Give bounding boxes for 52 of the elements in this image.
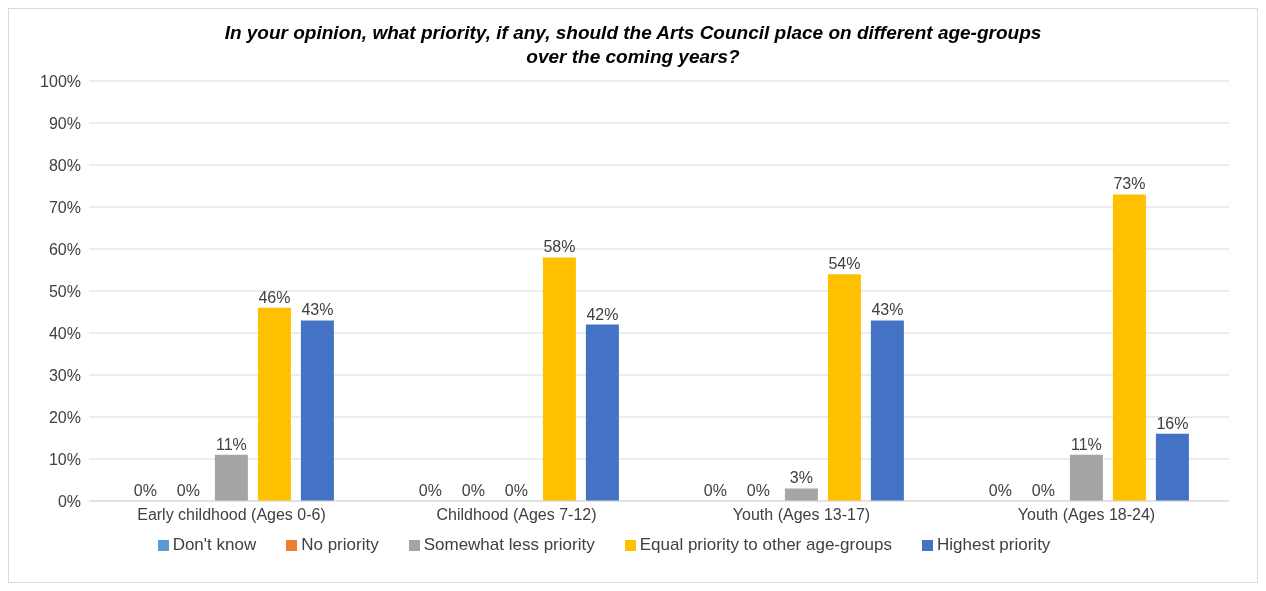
data-label: 11% (1070, 435, 1102, 453)
data-label: 58% (543, 238, 576, 256)
data-label: 0% (1031, 481, 1055, 499)
bar (257, 307, 291, 501)
bar (870, 320, 904, 501)
bar (1112, 194, 1146, 501)
data-label: 0% (504, 481, 528, 499)
bar (300, 320, 334, 501)
data-label: 3% (789, 469, 813, 487)
data-label: 43% (871, 301, 904, 319)
data-label: 46% (258, 288, 291, 306)
bar (827, 274, 861, 501)
chart-title: In your opinion, what priority, if any, should the Arts Council place on different age-groups over the coming years? (223, 21, 1043, 69)
data-label: 0% (746, 481, 770, 499)
y-tick-label: 30% (48, 366, 81, 384)
data-label: 0% (418, 481, 442, 499)
data-label: 16% (1156, 414, 1189, 432)
data-label: 0% (988, 481, 1012, 499)
data-label: 43% (301, 301, 334, 319)
bar (1155, 433, 1189, 501)
data-label: 0% (133, 481, 157, 499)
data-label: 0% (176, 481, 200, 499)
data-label: 0% (703, 481, 727, 499)
y-tick-label: 50% (48, 282, 81, 300)
data-label: 0% (461, 481, 485, 499)
legend-label: Highest priority (937, 535, 1051, 554)
legend-label: Don't know (172, 535, 257, 554)
y-tick-label: 60% (48, 240, 81, 258)
data-label: 54% (828, 255, 861, 273)
legend-label: No priority (301, 535, 379, 554)
x-tick-label: Childhood (Ages 7-12) (436, 506, 597, 524)
y-tick-label: 10% (48, 450, 81, 468)
bar (214, 454, 248, 501)
bar (585, 324, 619, 501)
bar (1069, 454, 1103, 501)
bar (784, 488, 818, 501)
y-tick-label: 70% (48, 198, 81, 216)
y-tick-label: 20% (48, 408, 81, 426)
bar (542, 257, 576, 501)
legend-label: Equal priority to other age-groups (639, 535, 892, 554)
y-tick-label: 0% (57, 492, 81, 510)
data-label: 73% (1113, 175, 1146, 193)
y-tick-label: 100% (40, 72, 81, 90)
legend-label: Somewhat less priority (423, 535, 595, 554)
x-tick-label: Early childhood (Ages 0-6) (137, 506, 326, 524)
y-tick-label: 40% (48, 324, 81, 342)
data-label: 11% (215, 435, 247, 453)
y-tick-label: 90% (48, 114, 81, 132)
data-label: 42% (586, 305, 619, 323)
y-tick-label: 80% (48, 156, 81, 174)
x-tick-label: Youth (Ages 13-17) (732, 506, 871, 524)
x-tick-label: Youth (Ages 18-24) (1017, 506, 1156, 524)
